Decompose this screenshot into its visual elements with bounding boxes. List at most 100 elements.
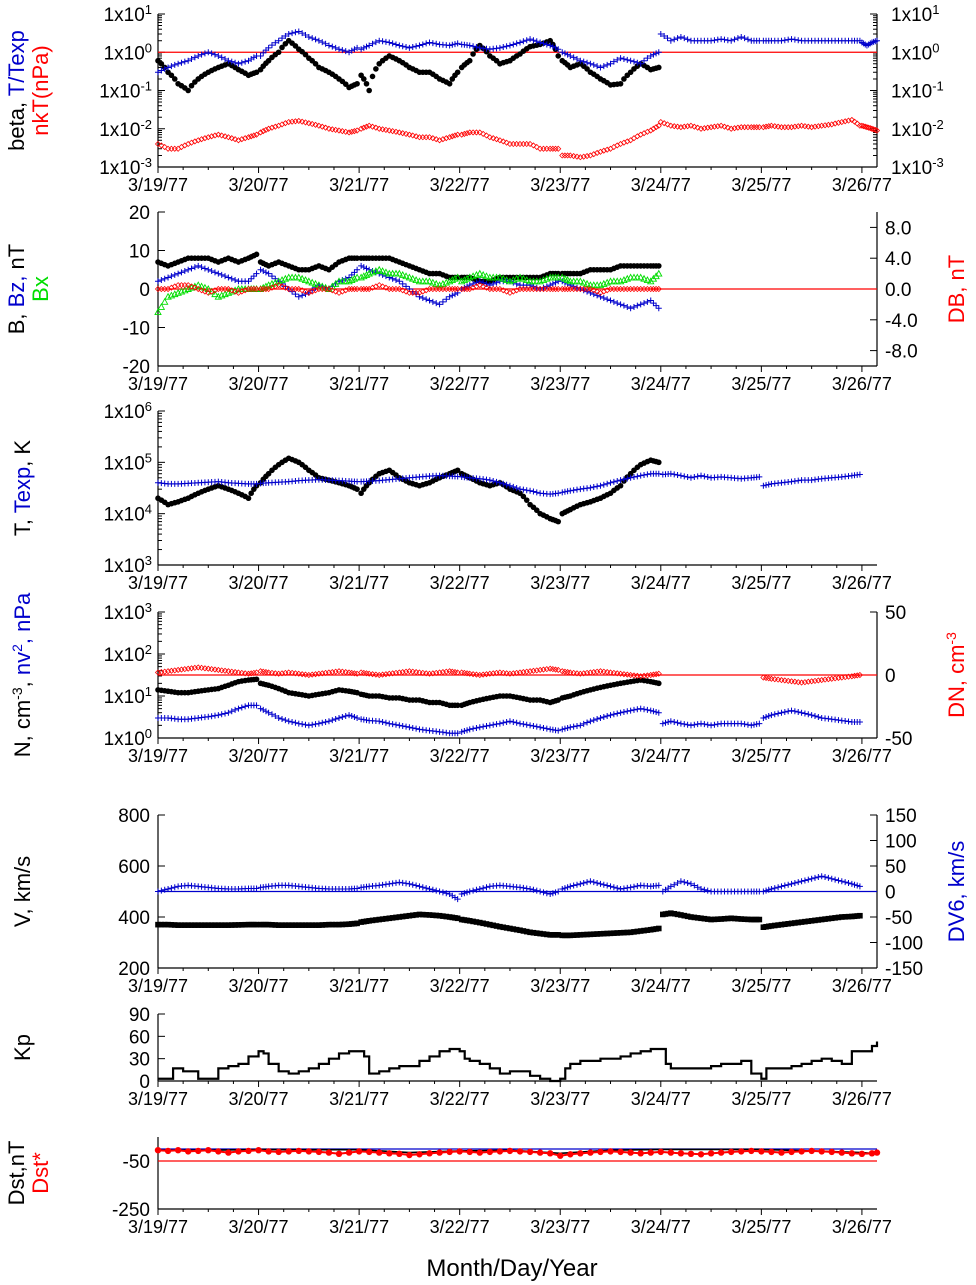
data-point bbox=[215, 270, 222, 277]
data-point bbox=[486, 1148, 494, 1156]
data-point bbox=[195, 52, 202, 59]
data-point bbox=[198, 51, 205, 58]
data-point bbox=[413, 725, 420, 732]
data-point bbox=[655, 64, 662, 71]
data-point bbox=[376, 125, 383, 132]
data-point bbox=[818, 873, 825, 880]
data-point bbox=[458, 285, 465, 293]
data-point bbox=[311, 279, 320, 287]
data-point bbox=[617, 80, 624, 87]
data-point bbox=[205, 49, 212, 56]
data-point bbox=[306, 922, 312, 928]
data-point bbox=[655, 670, 662, 677]
data-point bbox=[342, 48, 349, 55]
data-point bbox=[248, 285, 255, 293]
data-point bbox=[309, 120, 316, 128]
data-point bbox=[245, 670, 252, 677]
data-point bbox=[644, 471, 651, 478]
data-point bbox=[594, 931, 600, 937]
data-point bbox=[354, 285, 361, 293]
data-point bbox=[409, 724, 416, 731]
data-point bbox=[641, 300, 648, 307]
data-point bbox=[805, 711, 812, 718]
data-point bbox=[188, 922, 195, 928]
data-point bbox=[260, 706, 267, 713]
data-point bbox=[604, 146, 611, 153]
data-point bbox=[175, 60, 182, 67]
data-point bbox=[570, 882, 577, 889]
x-tick-label: 3/22/77 bbox=[430, 1217, 490, 1237]
data-point bbox=[701, 473, 708, 480]
y-tick-label: 1x10-2 bbox=[99, 116, 152, 141]
data-point bbox=[711, 721, 718, 728]
data-point bbox=[795, 37, 802, 44]
data-point bbox=[242, 135, 249, 142]
data-point bbox=[868, 1150, 876, 1157]
data-point bbox=[406, 286, 413, 292]
data-point bbox=[496, 273, 504, 281]
panel-dst: 3/19/77 3/20/77 3/21/77 3/22/77 3/23/77 3/24/… bbox=[112, 1137, 892, 1237]
data-point bbox=[253, 251, 260, 258]
data-point bbox=[238, 59, 245, 66]
data-point bbox=[253, 270, 260, 277]
data-point bbox=[872, 126, 879, 133]
data-point bbox=[305, 722, 312, 729]
data-point bbox=[567, 1151, 574, 1158]
x-tick-label: 3/24/77 bbox=[631, 374, 691, 394]
data-point bbox=[604, 713, 611, 720]
data-point bbox=[420, 911, 426, 918]
data-point bbox=[647, 1149, 654, 1156]
data-point bbox=[701, 721, 708, 728]
data-point bbox=[168, 72, 175, 79]
data-point bbox=[218, 132, 225, 139]
data-point bbox=[630, 474, 637, 481]
data-point bbox=[184, 1148, 192, 1155]
data-point bbox=[795, 477, 802, 484]
data-point bbox=[522, 276, 531, 283]
data-point bbox=[389, 40, 396, 47]
data-point bbox=[354, 714, 361, 721]
data-point bbox=[854, 672, 861, 679]
data-point bbox=[225, 709, 232, 716]
data-point bbox=[403, 283, 410, 290]
data-point bbox=[650, 708, 657, 715]
data-point bbox=[600, 881, 607, 888]
data-point bbox=[554, 273, 562, 281]
data-point bbox=[552, 145, 559, 152]
data-point bbox=[454, 896, 461, 903]
data-point bbox=[178, 282, 185, 289]
data-point bbox=[731, 36, 738, 43]
data-point bbox=[506, 42, 513, 49]
data-point bbox=[275, 1148, 282, 1156]
data-point bbox=[600, 63, 607, 70]
data-point bbox=[490, 477, 497, 484]
data-point bbox=[165, 885, 172, 892]
data-point bbox=[684, 721, 691, 728]
data-point bbox=[788, 707, 795, 714]
data-point bbox=[379, 126, 386, 133]
data-point bbox=[600, 294, 607, 301]
y-axis-label: B, Bz, nT bbox=[4, 244, 29, 335]
data-point bbox=[158, 142, 165, 149]
data-point bbox=[564, 724, 571, 731]
data-point bbox=[698, 915, 704, 922]
data-point bbox=[765, 886, 772, 893]
data-point bbox=[309, 721, 316, 728]
data-point bbox=[721, 36, 728, 43]
data-point bbox=[552, 889, 559, 896]
data-point bbox=[621, 76, 627, 82]
data-point bbox=[218, 54, 225, 61]
data-point bbox=[763, 482, 770, 489]
data-point bbox=[573, 55, 580, 62]
data-point bbox=[838, 1149, 846, 1156]
data-point bbox=[617, 301, 624, 308]
data-point bbox=[584, 59, 591, 66]
data-point bbox=[805, 876, 812, 883]
data-point bbox=[513, 719, 520, 726]
data-point bbox=[245, 1147, 252, 1155]
data-point bbox=[329, 921, 336, 928]
data-point bbox=[348, 128, 355, 135]
data-point bbox=[406, 912, 413, 919]
data-point bbox=[454, 289, 461, 296]
data-point bbox=[653, 671, 660, 678]
